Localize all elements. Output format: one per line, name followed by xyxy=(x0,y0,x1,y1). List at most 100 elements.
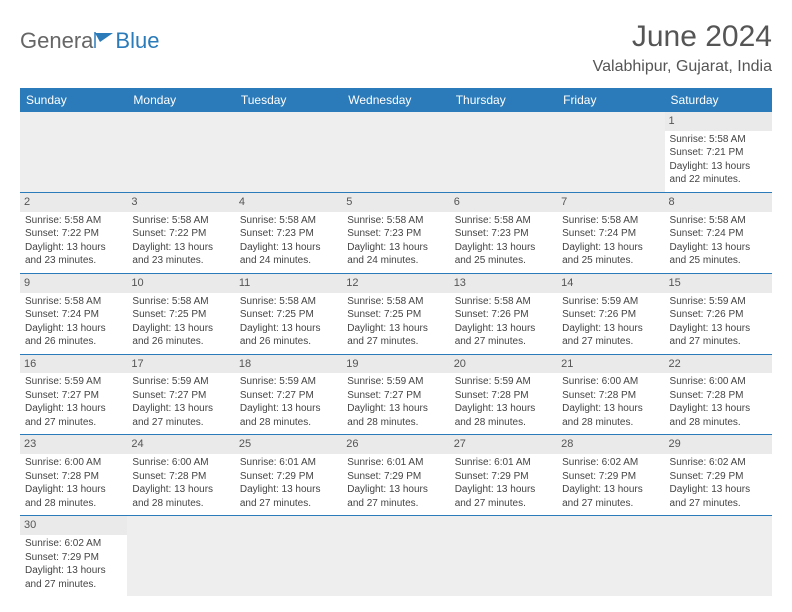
daylight-line: Daylight: 13 hours and 28 minutes. xyxy=(455,402,552,429)
day-number: 29 xyxy=(665,435,772,454)
calendar-day: 17Sunrise: 5:59 AMSunset: 7:27 PMDayligh… xyxy=(127,354,234,435)
calendar-day: 16Sunrise: 5:59 AMSunset: 7:27 PMDayligh… xyxy=(20,354,127,435)
sunset-line: Sunset: 7:24 PM xyxy=(670,227,767,241)
calendar-empty xyxy=(20,112,127,192)
day-number: 9 xyxy=(20,274,127,293)
sunset-line: Sunset: 7:21 PM xyxy=(670,146,767,160)
day-number: 14 xyxy=(557,274,664,293)
daylight-line: Daylight: 13 hours and 27 minutes. xyxy=(347,322,444,349)
sunset-line: Sunset: 7:27 PM xyxy=(240,389,337,403)
sunrise-line: Sunrise: 6:00 AM xyxy=(670,375,767,389)
calendar-empty xyxy=(557,112,664,192)
sunset-line: Sunset: 7:23 PM xyxy=(455,227,552,241)
daylight-line: Daylight: 13 hours and 27 minutes. xyxy=(562,483,659,510)
sunset-line: Sunset: 7:29 PM xyxy=(455,470,552,484)
calendar-day: 11Sunrise: 5:58 AMSunset: 7:25 PMDayligh… xyxy=(235,273,342,354)
daylight-line: Daylight: 13 hours and 28 minutes. xyxy=(562,402,659,429)
calendar-day: 21Sunrise: 6:00 AMSunset: 7:28 PMDayligh… xyxy=(557,354,664,435)
calendar-day: 14Sunrise: 5:59 AMSunset: 7:26 PMDayligh… xyxy=(557,273,664,354)
sunset-line: Sunset: 7:27 PM xyxy=(132,389,229,403)
day-number: 20 xyxy=(450,355,557,374)
calendar-empty xyxy=(557,516,664,596)
calendar-day: 25Sunrise: 6:01 AMSunset: 7:29 PMDayligh… xyxy=(235,435,342,516)
calendar-empty xyxy=(665,516,772,596)
sunset-line: Sunset: 7:22 PM xyxy=(132,227,229,241)
daylight-line: Daylight: 13 hours and 22 minutes. xyxy=(670,160,767,187)
day-number: 21 xyxy=(557,355,664,374)
daylight-line: Daylight: 13 hours and 27 minutes. xyxy=(670,322,767,349)
weekday-header-row: SundayMondayTuesdayWednesdayThursdayFrid… xyxy=(20,88,772,112)
daylight-line: Daylight: 13 hours and 27 minutes. xyxy=(132,402,229,429)
sunrise-line: Sunrise: 6:02 AM xyxy=(670,456,767,470)
calendar-empty xyxy=(235,516,342,596)
calendar-empty xyxy=(450,112,557,192)
sunrise-line: Sunrise: 5:59 AM xyxy=(347,375,444,389)
sunset-line: Sunset: 7:26 PM xyxy=(562,308,659,322)
weekday-header: Thursday xyxy=(450,88,557,112)
calendar-day: 9Sunrise: 5:58 AMSunset: 7:24 PMDaylight… xyxy=(20,273,127,354)
calendar-row: 16Sunrise: 5:59 AMSunset: 7:27 PMDayligh… xyxy=(20,354,772,435)
sunset-line: Sunset: 7:29 PM xyxy=(562,470,659,484)
daylight-line: Daylight: 13 hours and 27 minutes. xyxy=(670,483,767,510)
sunrise-line: Sunrise: 6:02 AM xyxy=(25,537,122,551)
sunrise-line: Sunrise: 6:00 AM xyxy=(562,375,659,389)
weekday-header: Sunday xyxy=(20,88,127,112)
sunset-line: Sunset: 7:28 PM xyxy=(455,389,552,403)
day-number: 2 xyxy=(20,193,127,212)
day-number: 23 xyxy=(20,435,127,454)
sunset-line: Sunset: 7:28 PM xyxy=(562,389,659,403)
sunrise-line: Sunrise: 5:58 AM xyxy=(562,214,659,228)
sunrise-line: Sunrise: 5:58 AM xyxy=(455,214,552,228)
sunset-line: Sunset: 7:25 PM xyxy=(347,308,444,322)
sunrise-line: Sunrise: 5:58 AM xyxy=(25,214,122,228)
logo-text-general: Genera xyxy=(20,28,93,54)
calendar-day: 20Sunrise: 5:59 AMSunset: 7:28 PMDayligh… xyxy=(450,354,557,435)
sunset-line: Sunset: 7:24 PM xyxy=(25,308,122,322)
day-number: 6 xyxy=(450,193,557,212)
day-number: 13 xyxy=(450,274,557,293)
sunset-line: Sunset: 7:28 PM xyxy=(25,470,122,484)
calendar-table: SundayMondayTuesdayWednesdayThursdayFrid… xyxy=(20,88,772,596)
daylight-line: Daylight: 13 hours and 26 minutes. xyxy=(132,322,229,349)
calendar-day: 6 Sunrise: 5:58 AMSunset: 7:23 PMDaylight… xyxy=(450,192,557,273)
sunrise-line: Sunrise: 6:01 AM xyxy=(455,456,552,470)
sunset-line: Sunset: 7:29 PM xyxy=(25,551,122,565)
sunset-line: Sunset: 7:22 PM xyxy=(25,227,122,241)
calendar-day: 5Sunrise: 5:58 AMSunset: 7:23 PMDaylight… xyxy=(342,192,449,273)
daylight-line: Daylight: 13 hours and 27 minutes. xyxy=(347,483,444,510)
daylight-line: Daylight: 13 hours and 24 minutes. xyxy=(240,241,337,268)
day-number: 11 xyxy=(235,274,342,293)
calendar-empty xyxy=(127,516,234,596)
calendar-day: 8Sunrise: 5:58 AMSunset: 7:24 PMDaylight… xyxy=(665,192,772,273)
sunrise-line: Sunrise: 5:59 AM xyxy=(670,295,767,309)
sunrise-line: Sunrise: 5:58 AM xyxy=(132,214,229,228)
sunrise-line: Sunrise: 5:58 AM xyxy=(670,133,767,147)
daylight-line: Daylight: 13 hours and 27 minutes. xyxy=(562,322,659,349)
sunset-line: Sunset: 7:29 PM xyxy=(347,470,444,484)
sunrise-line: Sunrise: 5:59 AM xyxy=(132,375,229,389)
calendar-empty xyxy=(235,112,342,192)
day-number: 8 xyxy=(665,193,772,212)
weekday-header: Tuesday xyxy=(235,88,342,112)
sunrise-line: Sunrise: 5:58 AM xyxy=(347,214,444,228)
sunset-line: Sunset: 7:23 PM xyxy=(240,227,337,241)
daylight-line: Daylight: 13 hours and 27 minutes. xyxy=(25,564,122,591)
day-number: 16 xyxy=(20,355,127,374)
sunrise-line: Sunrise: 6:02 AM xyxy=(562,456,659,470)
daylight-line: Daylight: 13 hours and 25 minutes. xyxy=(455,241,552,268)
calendar-day: 13Sunrise: 5:58 AMSunset: 7:26 PMDayligh… xyxy=(450,273,557,354)
calendar-day: 22Sunrise: 6:00 AMSunset: 7:28 PMDayligh… xyxy=(665,354,772,435)
day-number: 26 xyxy=(342,435,449,454)
daylight-line: Daylight: 13 hours and 28 minutes. xyxy=(347,402,444,429)
sunset-line: Sunset: 7:27 PM xyxy=(25,389,122,403)
sunset-line: Sunset: 7:25 PM xyxy=(240,308,337,322)
calendar-day: 12Sunrise: 5:58 AMSunset: 7:25 PMDayligh… xyxy=(342,273,449,354)
sunrise-line: Sunrise: 5:59 AM xyxy=(25,375,122,389)
sunset-line: Sunset: 7:29 PM xyxy=(240,470,337,484)
calendar-empty xyxy=(127,112,234,192)
daylight-line: Daylight: 13 hours and 27 minutes. xyxy=(25,402,122,429)
sunrise-line: Sunrise: 5:58 AM xyxy=(240,214,337,228)
daylight-line: Daylight: 13 hours and 23 minutes. xyxy=(25,241,122,268)
day-number: 27 xyxy=(450,435,557,454)
weekday-header: Saturday xyxy=(665,88,772,112)
